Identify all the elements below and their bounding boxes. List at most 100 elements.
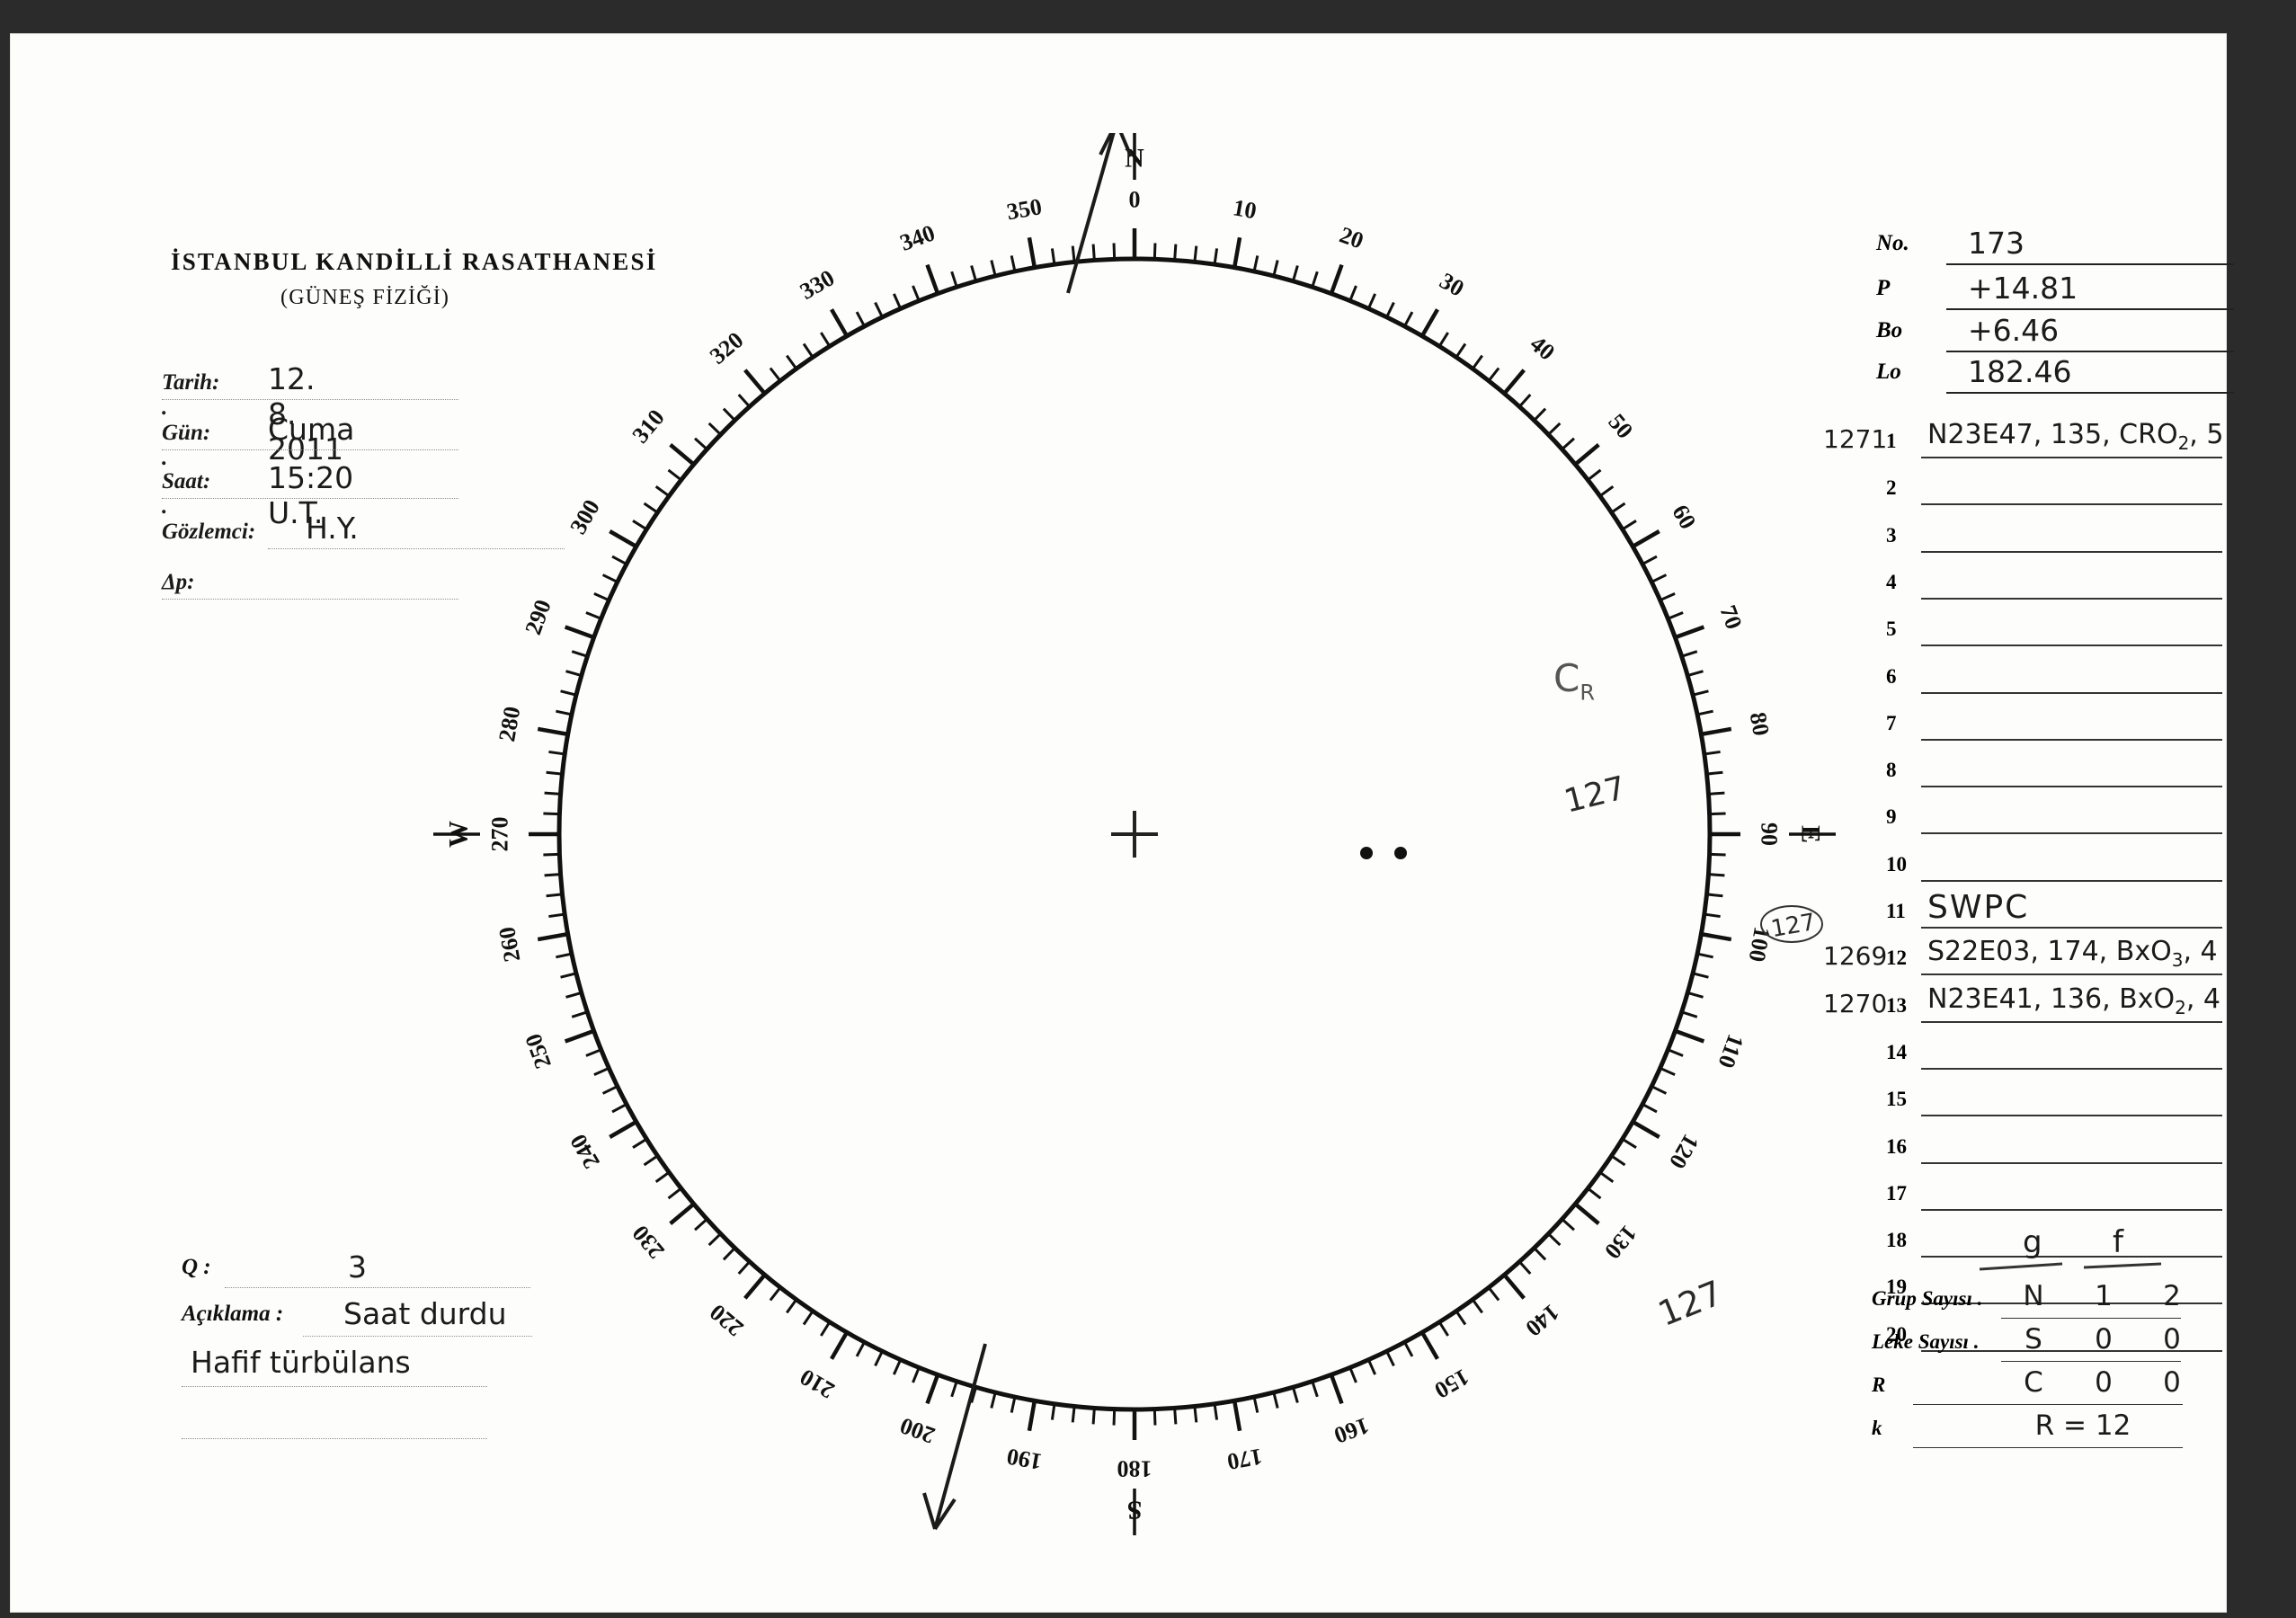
summary-cell-0[interactable]: N	[2023, 1280, 2044, 1312]
summary-cell-2[interactable]: 0	[2163, 1366, 2181, 1399]
group-rule	[1921, 1349, 2222, 1352]
dial-minor-tick	[1709, 852, 1726, 857]
limb-circle	[556, 256, 1713, 1412]
dial-minor-tick	[1686, 991, 1704, 999]
summary-rule	[1913, 1404, 2183, 1405]
dial-minor-tick	[585, 611, 602, 620]
group-number[interactable]: 1270	[1823, 988, 1888, 1018]
dial-degree-label: 290	[520, 596, 556, 638]
dial-major-tick	[830, 1331, 849, 1360]
header-right-rule	[1946, 263, 2234, 265]
dial-minor-tick	[1173, 1408, 1178, 1425]
dial-degree-label: 20	[1336, 222, 1366, 254]
dial-degree-label: 270	[487, 817, 513, 852]
dial-minor-tick	[1518, 394, 1532, 408]
group-number[interactable]: 1269	[1823, 941, 1888, 972]
header-right-value[interactable]: +14.81	[1968, 271, 2078, 306]
dial-minor-tick	[874, 301, 884, 318]
summary-cell-1[interactable]: 0	[2095, 1323, 2113, 1356]
summary-cell-0[interactable]: C	[2024, 1366, 2043, 1399]
dial-minor-tick	[611, 1103, 627, 1114]
dial-minor-tick	[892, 293, 903, 309]
dial-major-tick	[743, 369, 767, 396]
dial-minor-tick	[1311, 1381, 1319, 1398]
group-index: 4	[1886, 570, 1897, 593]
header-right-row: P +14.81	[1876, 271, 2254, 317]
dial-minor-tick	[1173, 244, 1178, 261]
dial-degree-label: 250	[520, 1030, 556, 1072]
dial-minor-tick	[1533, 1247, 1547, 1261]
dial-minor-tick	[565, 670, 583, 678]
summary-cell-1[interactable]: 1	[2095, 1280, 2113, 1312]
group-index: 19	[1886, 1276, 1907, 1299]
group-entry[interactable]: N23E47, 135, CRO2, 5	[1927, 419, 2224, 454]
group-index: 11	[1886, 900, 1906, 922]
q-value[interactable]: 3	[348, 1249, 367, 1285]
note-line-1[interactable]: Saat durdu	[343, 1296, 507, 1331]
summary-cell-1[interactable]: R = 12	[2034, 1409, 2131, 1442]
dial-minor-tick	[546, 770, 563, 776]
dial-minor-tick	[694, 437, 708, 450]
dial-major-tick	[609, 1120, 637, 1139]
group-entry[interactable]: S22E03, 174, BxO3, 4	[1927, 936, 2218, 972]
group-rule	[1921, 503, 2222, 506]
summary-cell-0[interactable]: S	[2025, 1323, 2042, 1356]
dial-minor-tick	[1471, 1298, 1483, 1314]
dial-minor-tick	[1660, 1066, 1676, 1077]
dial-minor-tick	[1681, 1010, 1698, 1018]
dial-major-tick	[1502, 1273, 1526, 1300]
observatory-subtitle: (GÜNEŞ FİZİĞİ)	[280, 286, 450, 309]
header-right-value[interactable]: 182.46	[1968, 354, 2072, 389]
header-right-value[interactable]: 173	[1968, 226, 2025, 261]
dial-minor-tick	[707, 422, 722, 436]
field-value[interactable]: H.Y.	[306, 511, 359, 546]
dial-degree-label: 230	[627, 1221, 670, 1265]
group-rule	[1921, 1020, 2222, 1023]
summary-cell-2[interactable]: 0	[2163, 1323, 2181, 1356]
dial-minor-tick	[1385, 1350, 1395, 1367]
group-index: 13	[1886, 993, 1907, 1017]
group-rule	[1921, 550, 2222, 553]
dial-minor-tick	[585, 1048, 602, 1057]
dial-minor-tick	[1437, 1320, 1449, 1337]
dial-minor-tick	[1651, 1085, 1668, 1095]
dial-minor-tick	[1692, 972, 1709, 979]
group-entry[interactable]: SWPC	[1927, 889, 2030, 926]
group-index: 5	[1886, 618, 1897, 641]
dial-minor-tick	[1091, 244, 1096, 261]
header-right-row: Lo 182.46	[1876, 354, 2254, 401]
dial-minor-tick	[1252, 1396, 1259, 1413]
group-index: 8	[1886, 759, 1897, 782]
summary-cell-2[interactable]: 2	[2163, 1280, 2181, 1312]
field-value[interactable]: Cuma	[268, 412, 355, 447]
group-index: 7	[1886, 711, 1897, 734]
dial-minor-tick	[1547, 422, 1562, 436]
dial-minor-tick	[546, 893, 563, 898]
group-row: 1269 12 S22E03, 174, BxO3, 4	[1823, 936, 2240, 982]
group-row: 8	[1827, 748, 2240, 795]
dial-major-tick	[669, 443, 696, 467]
dial-minor-tick	[571, 1010, 588, 1018]
group-rule	[1921, 738, 2222, 741]
header-right-value[interactable]: +6.46	[1968, 313, 2060, 348]
dial-degree-label: 320	[705, 327, 749, 369]
dial-minor-tick	[1692, 689, 1709, 697]
field-value[interactable]: 15:20 U.T.	[268, 460, 354, 530]
group-row: 5	[1827, 607, 2240, 653]
dial-minor-tick	[855, 311, 866, 327]
dial-minor-tick	[667, 1187, 682, 1200]
summary-cell-1[interactable]: 0	[2095, 1366, 2113, 1399]
note-line-2[interactable]: Hafif türbülans	[191, 1345, 411, 1380]
dial-minor-tick	[1071, 1406, 1076, 1423]
group-number[interactable]: 1271	[1823, 424, 1888, 454]
field-label: Δp:	[162, 570, 195, 594]
group-entry[interactable]: N23E41, 136, BxO2, 4	[1927, 982, 2221, 1018]
dial-minor-tick	[1213, 248, 1219, 265]
summary-label: k	[1872, 1417, 1882, 1439]
dial-minor-tick	[1487, 367, 1500, 382]
dial-minor-tick	[737, 394, 751, 408]
field-rule	[162, 498, 458, 499]
header-right-label: No.	[1876, 231, 1909, 255]
circle-around-number	[1760, 905, 1823, 943]
field-value[interactable]: 12. 8. 2011	[268, 361, 343, 467]
